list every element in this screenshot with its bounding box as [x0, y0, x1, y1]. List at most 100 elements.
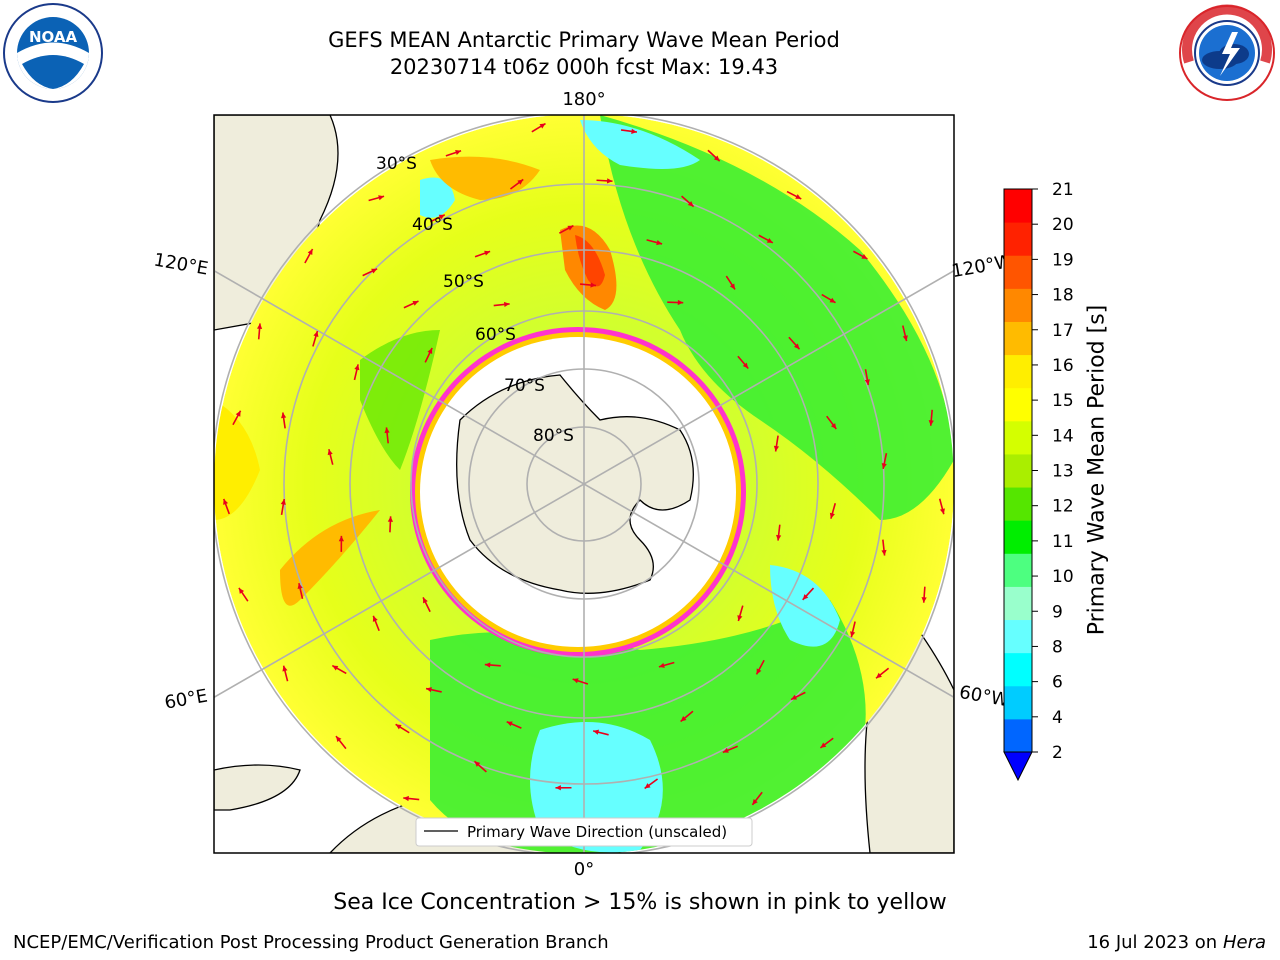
- colorbar-segment: [1004, 553, 1032, 587]
- wave-arrow-head: [830, 423, 837, 429]
- wave-arrow-head: [861, 254, 868, 259]
- colorbar-segment: [1004, 222, 1032, 256]
- wave-arrow-head: [474, 761, 481, 767]
- lon-label-0: 0°: [574, 859, 594, 880]
- colorbar-segment: [1004, 619, 1032, 654]
- wave-arrow-head: [427, 347, 433, 354]
- colorbar-tick-label: 11: [1052, 532, 1074, 552]
- wave-arrow-head: [687, 201, 694, 207]
- wave-arrow-head: [593, 729, 600, 735]
- colorbar-segment: [1004, 354, 1032, 389]
- wave-arrow-head: [820, 742, 827, 748]
- wave-arrow-head: [313, 331, 319, 338]
- wave-arrow-head: [793, 343, 800, 350]
- wave-arrow-head: [802, 594, 809, 600]
- wave-arrow-head: [756, 668, 762, 675]
- colorbar-tick-label: 14: [1052, 426, 1074, 446]
- wave-arrow-head: [297, 583, 303, 590]
- wave-arrow-head: [336, 736, 342, 742]
- wave-arrow-head: [223, 498, 229, 505]
- wave-arrow-head: [876, 672, 882, 679]
- colorbar-tick-label: 4: [1052, 708, 1063, 728]
- colorbar-tick-label: 8: [1052, 637, 1063, 657]
- wave-arrow-head: [307, 248, 313, 255]
- wave-arrow-head: [332, 665, 339, 671]
- wave-arrow-head: [766, 237, 773, 243]
- lon-label-180: 180°: [562, 89, 605, 110]
- lat-label-30s: 30°S: [376, 154, 417, 174]
- wave-arrow-head: [590, 282, 597, 288]
- colorbar: 2 4 6 8 9 10 11 12 13 14 15 16 17 18 19 20 21: [1003, 180, 1074, 782]
- chart-subtitle: 20230714 t06z 000h fcst Max: 19.43: [389, 55, 779, 79]
- colorbar-under-triangle: [1003, 751, 1033, 782]
- colorbar-tick-label: 17: [1052, 321, 1074, 341]
- wave-arrow-head: [606, 178, 613, 184]
- chart-title: GEFS MEAN Antarctic Primary Wave Mean Pe…: [328, 28, 840, 52]
- wave-arrow-head: [378, 195, 385, 201]
- wave-arrow-head: [729, 283, 736, 290]
- wave-arrow-head: [722, 747, 729, 753]
- colorbar-segment: [1004, 288, 1032, 322]
- map-frame: [213, 114, 955, 854]
- nws-logo: [1178, 4, 1276, 102]
- wave-arrow-head: [403, 795, 409, 802]
- wave-arrow-head: [455, 150, 462, 155]
- wave-arrow-head: [658, 662, 665, 668]
- wave-arrow-head: [572, 678, 579, 684]
- wave-arrow-head: [235, 410, 241, 417]
- wave-arrow-head: [773, 445, 780, 452]
- wave-arrow-head: [656, 240, 663, 246]
- colorbar-segment: [1004, 520, 1032, 554]
- wave-arrow-head: [280, 499, 286, 505]
- colorbar-tick-label: 13: [1052, 462, 1074, 482]
- wave-arrow-head: [567, 225, 574, 231]
- lon-label-120e: 120°E: [152, 249, 210, 279]
- wave-arrow-head: [384, 427, 390, 434]
- legend-label: Primary Wave Direction (unscaled): [467, 823, 727, 841]
- wave-arrow-head: [864, 379, 870, 385]
- wave-arrow-head: [282, 665, 288, 672]
- noaa-logo-text: NOAA: [29, 28, 78, 46]
- date-host: 16 Jul 2023 on Hera: [1087, 932, 1266, 953]
- wave-arrow-head: [776, 534, 782, 541]
- wave-arrow-head: [371, 268, 378, 274]
- colorbar-tick-label: 6: [1052, 673, 1063, 693]
- wave-arrow-head: [921, 597, 927, 603]
- colorbar-segment: [1004, 685, 1032, 720]
- colorbar-segment: [1004, 586, 1032, 621]
- legend: Primary Wave Direction (unscaled): [415, 817, 753, 847]
- lat-label-70s: 70°S: [504, 376, 545, 396]
- noaa-logo: NOAA: [3, 3, 103, 103]
- colorbar-segment: [1004, 387, 1032, 422]
- wave-arrow-head: [238, 587, 245, 594]
- colorbar-tick-label: 21: [1052, 180, 1074, 200]
- wave-arrow-head: [555, 785, 561, 791]
- credit-text: NCEP/EMC/Verification Post Processing Pr…: [13, 932, 609, 953]
- wave-arrow-head: [438, 214, 445, 220]
- sea-ice-note: Sea Ice Concentration > 15% is shown in …: [333, 890, 947, 915]
- colorbar-segment: [1004, 718, 1032, 753]
- wave-arrow-head: [256, 323, 263, 330]
- map-area: Primary Wave Direction (unscaled): [214, 115, 954, 853]
- latitude-labels: 30°S 40°S 50°S 60°S 70°S 80°S: [376, 154, 574, 446]
- date-text: 16 Jul 2023 on: [1087, 932, 1223, 953]
- wave-arrow-head: [850, 631, 856, 638]
- wave-arrow-head: [412, 300, 419, 306]
- wave-direction-arrows: [222, 122, 945, 841]
- colorbar-tick-label: 20: [1052, 215, 1074, 235]
- colorbar-tick-label: 2: [1052, 743, 1063, 763]
- colorbar-segment: [1004, 189, 1032, 223]
- colorbar-tick-label: 10: [1052, 567, 1074, 587]
- lon-label-60w: 60°W: [958, 682, 1011, 711]
- colorbar-segment: [1004, 453, 1032, 488]
- wave-arrow-head: [742, 362, 749, 369]
- lat-label-40s: 40°S: [412, 215, 453, 235]
- colorbar-tick-label: 15: [1052, 391, 1074, 411]
- lat-label-50s: 50°S: [443, 272, 484, 292]
- wave-arrow-head: [631, 128, 637, 134]
- colorbar-tick-label: 18: [1052, 286, 1074, 306]
- wave-arrow-head: [503, 301, 510, 308]
- wave-arrow-head: [539, 123, 546, 129]
- wave-arrow-head: [881, 463, 887, 469]
